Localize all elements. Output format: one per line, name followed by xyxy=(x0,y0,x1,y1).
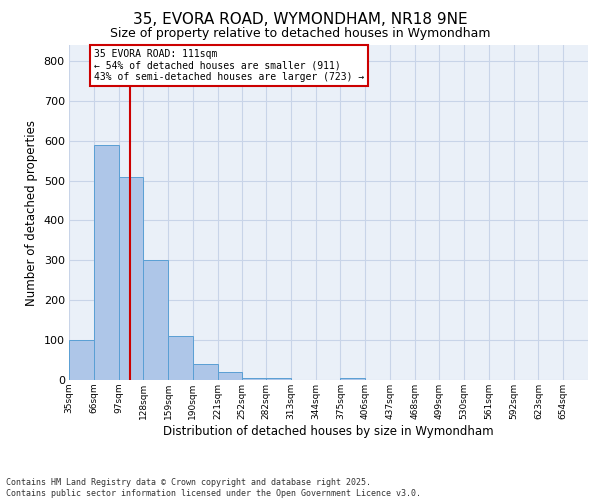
Bar xyxy=(218,372,242,380)
Bar xyxy=(119,176,143,380)
Bar xyxy=(69,340,94,380)
Bar xyxy=(242,378,266,380)
Y-axis label: Number of detached properties: Number of detached properties xyxy=(25,120,38,306)
Text: 35, EVORA ROAD, WYMONDHAM, NR18 9NE: 35, EVORA ROAD, WYMONDHAM, NR18 9NE xyxy=(133,12,467,26)
Text: Contains HM Land Registry data © Crown copyright and database right 2025.
Contai: Contains HM Land Registry data © Crown c… xyxy=(6,478,421,498)
Bar xyxy=(143,260,168,380)
Text: Size of property relative to detached houses in Wymondham: Size of property relative to detached ho… xyxy=(110,28,490,40)
Bar xyxy=(94,144,119,380)
Bar xyxy=(193,364,218,380)
Bar xyxy=(340,378,365,380)
Bar xyxy=(266,378,291,380)
Bar xyxy=(168,336,193,380)
Text: 35 EVORA ROAD: 111sqm
← 54% of detached houses are smaller (911)
43% of semi-det: 35 EVORA ROAD: 111sqm ← 54% of detached … xyxy=(94,49,364,82)
X-axis label: Distribution of detached houses by size in Wymondham: Distribution of detached houses by size … xyxy=(163,424,494,438)
